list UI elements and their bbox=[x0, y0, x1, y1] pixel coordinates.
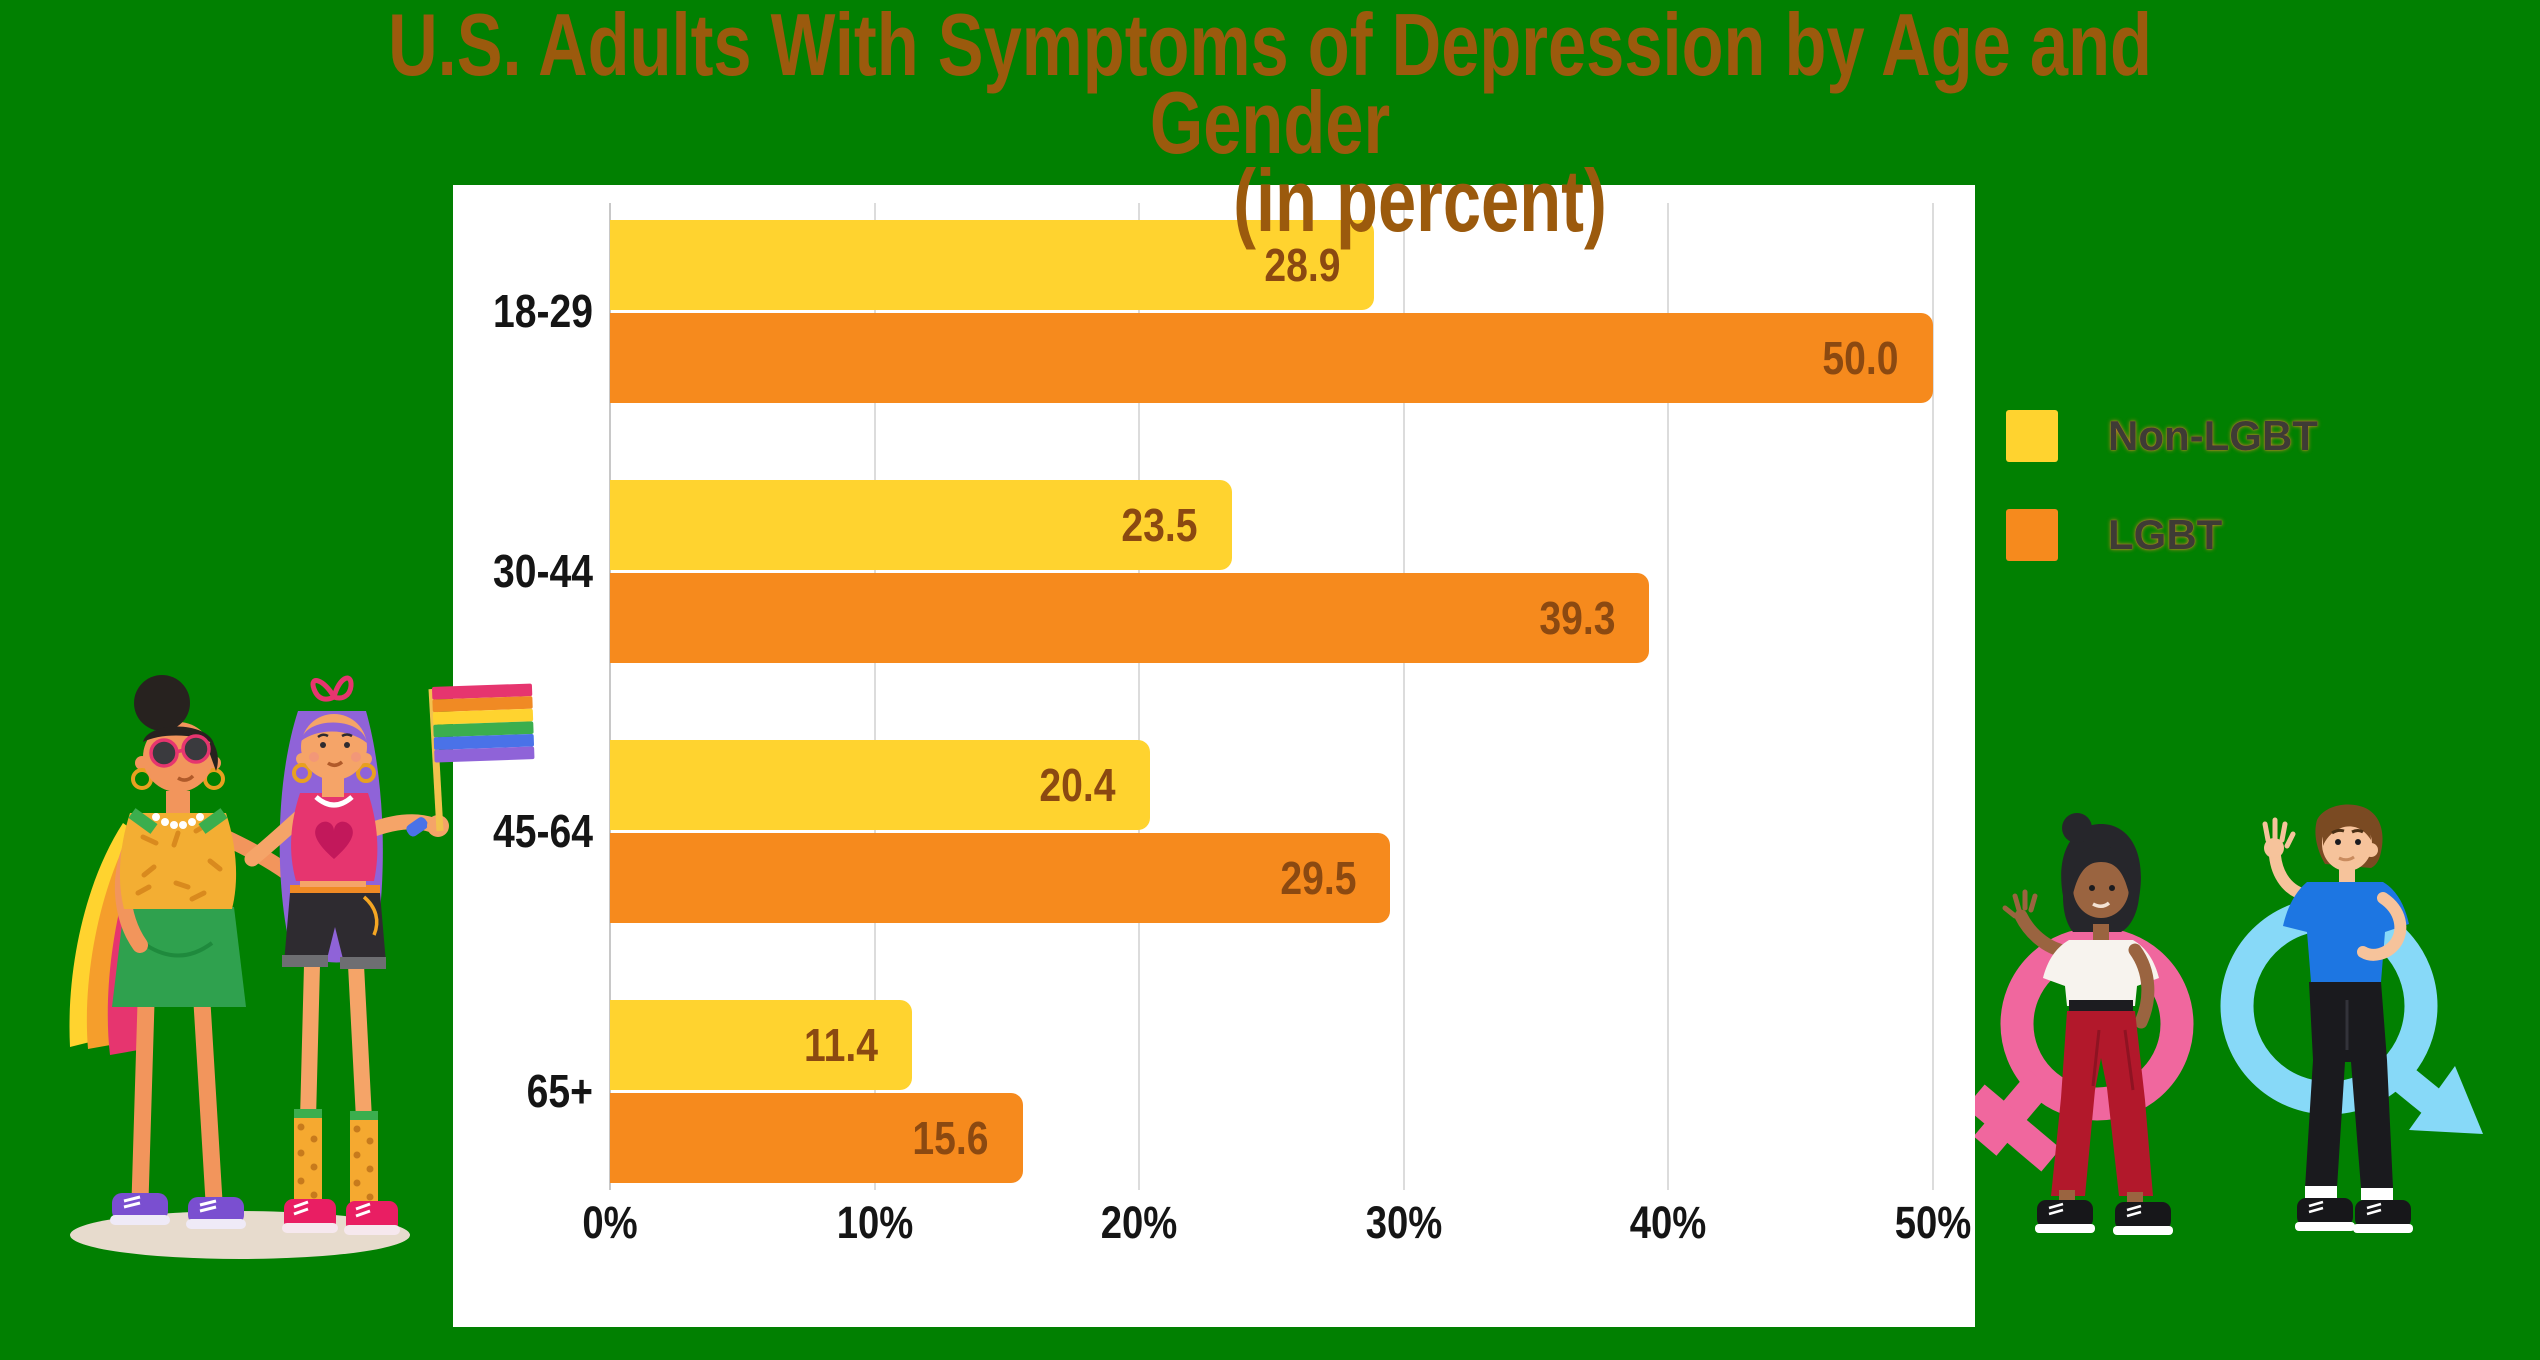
bar-value-label: 20.4 bbox=[1039, 759, 1116, 811]
polka-dot-socks bbox=[294, 1109, 378, 1207]
gridline-20% bbox=[1138, 203, 1140, 1190]
man-figure bbox=[2262, 804, 2413, 1233]
woman-figure bbox=[2002, 813, 2173, 1235]
bar-lgbt-45-64[interactable]: 29.5 bbox=[610, 833, 1391, 923]
chart-title: U.S. Adults With Symptoms of Depression … bbox=[0, 0, 2540, 250]
bar-non-lgbt-18-29[interactable]: 28.9 bbox=[610, 220, 1375, 310]
legend-swatch-non-lgbt[interactable] bbox=[2006, 410, 2058, 462]
black-sneakers bbox=[2295, 1198, 2413, 1233]
x-tick-30%: 30% bbox=[1365, 1197, 1442, 1248]
x-tick-50%: 50% bbox=[1894, 1197, 1971, 1248]
chart-title-line1: U.S. Adults With Symptoms of Depression … bbox=[388, 0, 2152, 172]
bar-non-lgbt-30-44[interactable]: 23.5 bbox=[610, 480, 1232, 570]
chart-title-line2: (in percent) bbox=[1233, 151, 1607, 250]
pride-flag-icon bbox=[428, 683, 535, 832]
black-sneakers bbox=[2035, 1200, 2173, 1235]
legend-label-non-lgbt[interactable]: Non-LGBT bbox=[2108, 412, 2318, 459]
purple-sneakers bbox=[110, 1193, 246, 1229]
bar-lgbt-18-29[interactable]: 50.0 bbox=[610, 313, 1933, 403]
category-label-65+: 65+ bbox=[526, 1065, 593, 1117]
category-label-45-64: 45-64 bbox=[492, 805, 593, 857]
category-label-30-44: 30-44 bbox=[492, 545, 593, 597]
red-hair-bow bbox=[310, 675, 354, 702]
plot-area: 0% 10% 20% 30% 40% 50% 18-29 28.9 50.0 30-44 23.5 3… bbox=[453, 185, 1975, 1327]
x-tick-0%: 0% bbox=[582, 1197, 638, 1248]
legend-label-lgbt[interactable]: LGBT bbox=[2108, 511, 2223, 558]
bar-value-label: 39.3 bbox=[1539, 592, 1616, 644]
bar-value-label: 11.4 bbox=[803, 1019, 878, 1071]
gridline-50% bbox=[1931, 203, 1934, 1190]
legend-swatch-lgbt[interactable] bbox=[2006, 509, 2058, 561]
bar-value-label: 29.5 bbox=[1280, 852, 1357, 904]
bar-lgbt-65+[interactable]: 15.6 bbox=[610, 1093, 1023, 1183]
bar-value-label: 50.0 bbox=[1822, 332, 1899, 384]
gridline-10% bbox=[873, 203, 876, 1190]
category-label-18-29: 18-29 bbox=[492, 285, 593, 337]
gridline-0% bbox=[609, 203, 611, 1190]
bar-lgbt-30-44[interactable]: 39.3 bbox=[610, 573, 1650, 663]
pink-hi-top-sneakers bbox=[282, 1199, 400, 1235]
bar-non-lgbt-65+[interactable]: 11.4 bbox=[610, 1000, 912, 1090]
two-women-pride-illustration bbox=[69, 675, 535, 1259]
bar-value-label: 23.5 bbox=[1121, 499, 1198, 551]
x-tick-40%: 40% bbox=[1629, 1197, 1707, 1248]
chart-panel: 0% 10% 20% 30% 40% 50% 18-29 28.9 50.0 30-44 23.5 3… bbox=[453, 185, 1975, 1327]
sunglasses bbox=[149, 734, 211, 768]
bar-non-lgbt-45-64[interactable]: 20.4 bbox=[610, 740, 1150, 830]
gridline-40% bbox=[1667, 203, 1669, 1190]
x-tick-20%: 20% bbox=[1100, 1197, 1178, 1248]
bar-value-label: 15.6 bbox=[912, 1112, 989, 1164]
gridline-30% bbox=[1402, 203, 1405, 1190]
gender-symbols-illustration bbox=[1975, 804, 2483, 1235]
bar-value-label: 28.9 bbox=[1264, 239, 1341, 291]
woman-with-sunglasses bbox=[69, 675, 296, 1229]
pearl-necklace bbox=[152, 813, 204, 829]
woman-with-purple-hair bbox=[244, 675, 449, 1235]
x-tick-10%: 10% bbox=[836, 1197, 913, 1248]
